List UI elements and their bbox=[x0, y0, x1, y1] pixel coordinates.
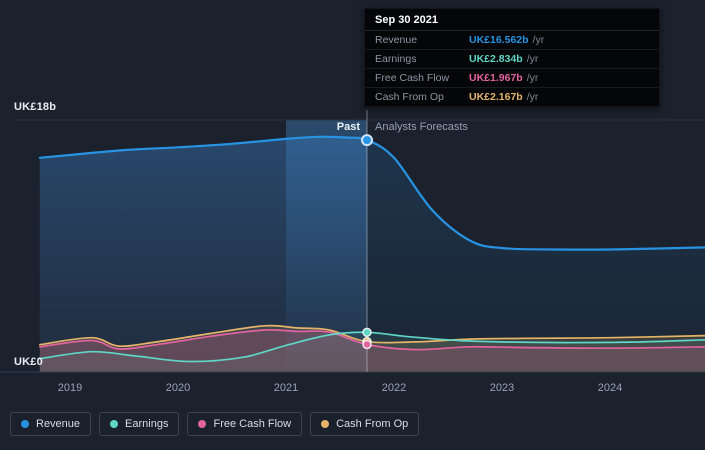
tooltip-row-earnings: Earnings UK£2.834b/yr bbox=[365, 50, 659, 69]
x-axis: 2019 2020 2021 2022 2023 2024 bbox=[0, 382, 705, 398]
tooltip-date: Sep 30 2021 bbox=[365, 9, 659, 31]
legend-label: Free Cash Flow bbox=[213, 418, 292, 430]
earnings-series-dot-icon bbox=[110, 420, 119, 428]
tooltip-series-value: UK£2.834b bbox=[469, 53, 523, 65]
earnings-area bbox=[39, 332, 705, 372]
free-cash-flow-series-dot-icon bbox=[198, 420, 207, 428]
legend-item-revenue[interactable]: Revenue bbox=[10, 412, 92, 436]
legend-label: Cash From Op bbox=[336, 418, 409, 430]
earnings-line bbox=[38, 331, 705, 363]
tooltip-value-suffix: /yr bbox=[532, 34, 545, 46]
x-axis-tick-2019: 2019 bbox=[57, 382, 83, 394]
tooltip-value-suffix: /yr bbox=[526, 53, 539, 65]
free-cash-flow-marker[interactable] bbox=[362, 339, 372, 350]
legend-item-earnings[interactable]: Earnings bbox=[99, 412, 180, 436]
tooltip-row-free-cash-flow: Free Cash Flow UK£1.967b/yr bbox=[365, 69, 659, 88]
x-axis-tick-2020: 2020 bbox=[165, 382, 191, 394]
y-axis-label-max: UK£18b bbox=[14, 101, 57, 113]
tooltip-series-label: Revenue bbox=[375, 34, 418, 46]
revenue-line bbox=[38, 135, 705, 251]
x-axis-tick-2021: 2021 bbox=[273, 382, 299, 394]
legend-item-cash-from-op[interactable]: Cash From Op bbox=[310, 412, 420, 436]
y-axis-label-zero: UK£0 bbox=[14, 356, 43, 368]
tooltip-row-revenue: Revenue UK£16.562b/yr bbox=[365, 31, 659, 50]
tooltip-series-label: Free Cash Flow bbox=[375, 72, 450, 84]
revenue-area bbox=[39, 136, 705, 372]
tooltip-series-value: UK£2.167b bbox=[469, 91, 523, 103]
chart-legend: Revenue Earnings Free Cash Flow Cash From O… bbox=[10, 412, 420, 436]
revenue-series-dot-icon bbox=[21, 420, 29, 428]
x-axis-tick-2022: 2022 bbox=[381, 382, 407, 394]
tooltip-row-cash-from-op: Cash From Op UK£2.167b/yr bbox=[365, 88, 659, 106]
analysts-forecasts-label: Analysts Forecasts bbox=[375, 121, 468, 133]
tooltip-series-label: Cash From Op bbox=[375, 91, 444, 103]
past-label: Past bbox=[336, 121, 360, 133]
chart-tooltip: Sep 30 2021 Revenue UK£16.562b/yr Earnings… bbox=[364, 8, 660, 107]
legend-label: Earnings bbox=[125, 418, 169, 430]
tooltip-series-label: Earnings bbox=[375, 53, 417, 65]
tooltip-series-value: UK£16.562b bbox=[469, 34, 529, 46]
free-cash-flow-line bbox=[38, 328, 705, 351]
x-axis-tick-2024: 2024 bbox=[597, 382, 623, 394]
revenue-marker[interactable] bbox=[361, 134, 373, 147]
legend-item-free-cash-flow[interactable]: Free Cash Flow bbox=[187, 412, 303, 436]
cash-from-op-series-dot-icon bbox=[321, 420, 330, 428]
legend-label: Revenue bbox=[36, 418, 81, 430]
cash-from-op-line bbox=[38, 324, 705, 348]
tooltip-value-suffix: /yr bbox=[526, 91, 539, 103]
tooltip-series-value: UK£1.967b bbox=[469, 72, 523, 84]
tooltip-rows: Revenue UK£16.562b/yr Earnings UK£2.834b/yr… bbox=[365, 31, 659, 106]
x-axis-tick-2023: 2023 bbox=[489, 382, 515, 394]
earnings-marker[interactable] bbox=[362, 327, 372, 338]
tooltip-value-suffix: /yr bbox=[526, 72, 539, 84]
